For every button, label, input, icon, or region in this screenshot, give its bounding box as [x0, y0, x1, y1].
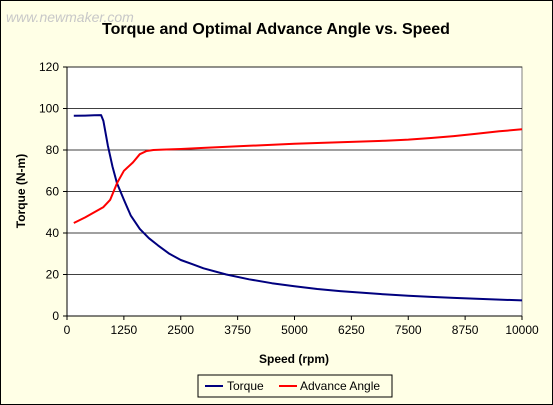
series-advance-angle-line — [73, 128, 523, 224]
y-tick-label: 80 — [46, 143, 60, 157]
x-tick-label: 2500 — [167, 323, 194, 337]
y-tick-label: 40 — [46, 226, 60, 240]
series-lines — [73, 114, 523, 302]
y-tick-label: 0 — [52, 309, 59, 323]
x-tick-label: 1250 — [111, 323, 138, 337]
y-tick-label: 20 — [46, 268, 60, 282]
x-tick-label: 0 — [64, 323, 71, 337]
legend-torque-label: Torque — [227, 379, 264, 393]
x-tick-label: 5000 — [281, 323, 308, 337]
legend: Torque Advance Angle — [197, 374, 393, 398]
x-tick-label: 7500 — [395, 323, 422, 337]
watermark-text: www.newmaker.com — [6, 9, 134, 25]
x-axis-title: Speed (rpm) — [259, 352, 329, 366]
y-tick-label: 120 — [39, 60, 59, 74]
y-tick-label: 100 — [39, 102, 59, 116]
x-tick-label: 6250 — [338, 323, 365, 337]
y-axis-title: Torque (N-m) — [14, 154, 28, 228]
tick-labels: 0 20 40 60 80 100 120 0 1250 2500 3750 5000 6250 7500… — [39, 60, 539, 337]
x-tick-label: 10000 — [505, 323, 539, 337]
grid-lines — [67, 66, 522, 275]
series-torque-line — [73, 114, 523, 302]
axes — [63, 66, 523, 320]
x-tick-label: 3750 — [224, 323, 251, 337]
y-tick-label: 60 — [46, 185, 60, 199]
x-tick-label: 8750 — [452, 323, 479, 337]
chart-title: Torque and Optimal Advance Angle vs. Spe… — [102, 21, 450, 38]
legend-advance-angle-label: Advance Angle — [300, 379, 380, 393]
